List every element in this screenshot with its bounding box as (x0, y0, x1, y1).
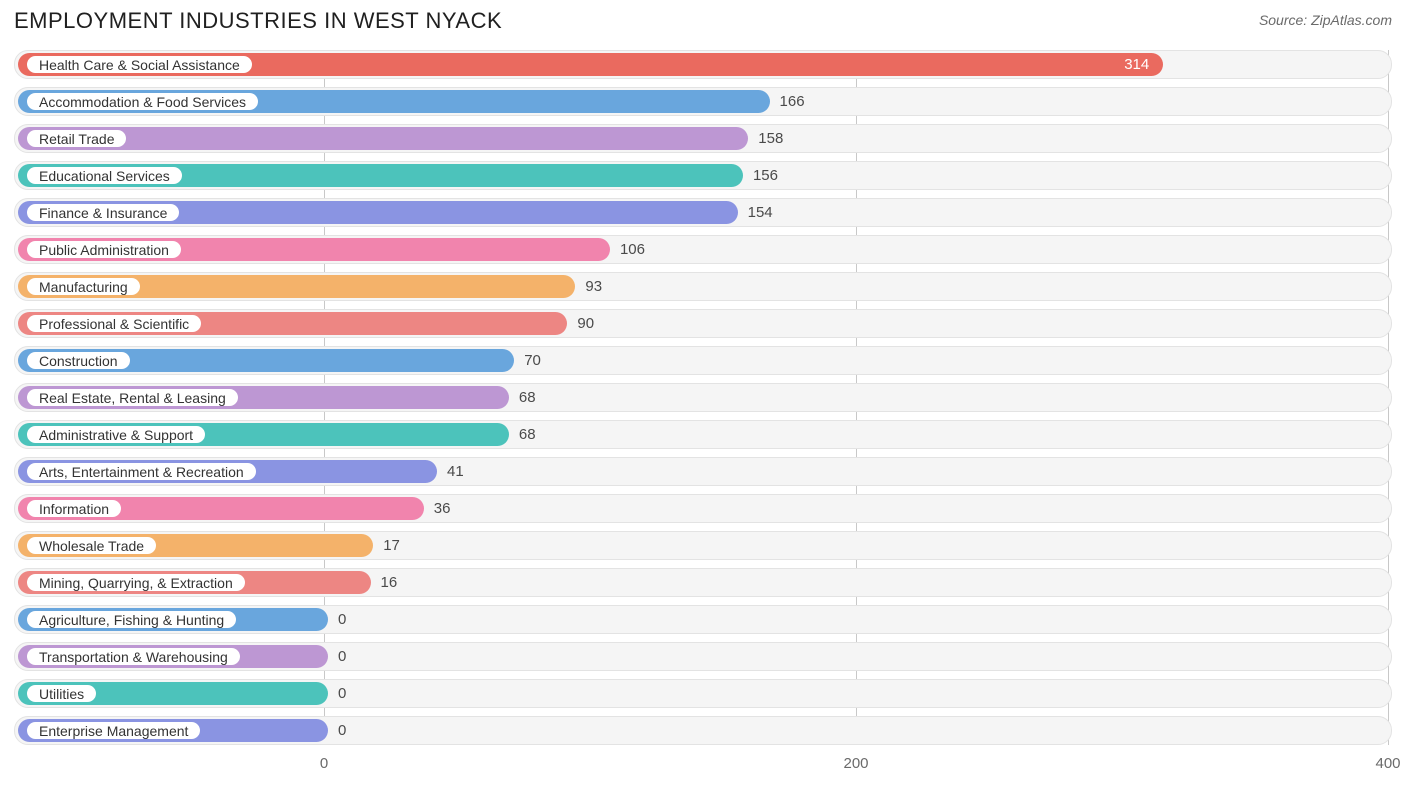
category-pill: Arts, Entertainment & Recreation (26, 462, 257, 481)
chart-row: Construction 70 (14, 346, 1392, 375)
value-label: 154 (748, 199, 773, 226)
chart-row: Professional & Scientific 90 (14, 309, 1392, 338)
chart-row: Public Administration 106 (14, 235, 1392, 264)
x-axis: 0200400 (14, 753, 1392, 771)
value-label: 16 (381, 569, 398, 596)
category-pill: Administrative & Support (26, 425, 206, 444)
plot-region: Health Care & Social Assistance 314 Accomm… (14, 50, 1392, 745)
chart-row: Mining, Quarrying, & Extraction 16 (14, 568, 1392, 597)
source-prefix: Source: (1259, 12, 1311, 28)
chart-row: Arts, Entertainment & Recreation 41 (14, 457, 1392, 486)
value-label: 0 (338, 680, 346, 707)
value-label: 0 (338, 606, 346, 633)
value-label: 314 (1124, 51, 1149, 78)
chart-area: Health Care & Social Assistance 314 Accomm… (14, 50, 1392, 771)
chart-row: Retail Trade 158 (14, 124, 1392, 153)
chart-row: Administrative & Support 68 (14, 420, 1392, 449)
value-label: 156 (753, 162, 778, 189)
chart-row: Accommodation & Food Services 166 (14, 87, 1392, 116)
category-pill: Mining, Quarrying, & Extraction (26, 573, 246, 592)
category-pill: Wholesale Trade (26, 536, 157, 555)
category-pill: Agriculture, Fishing & Hunting (26, 610, 237, 629)
chart-row: Wholesale Trade 17 (14, 531, 1392, 560)
category-pill: Utilities (26, 684, 97, 703)
category-pill: Professional & Scientific (26, 314, 202, 333)
chart-row: Agriculture, Fishing & Hunting 0 (14, 605, 1392, 634)
value-label: 158 (758, 125, 783, 152)
source-name: ZipAtlas.com (1311, 12, 1392, 28)
category-pill: Public Administration (26, 240, 182, 259)
category-pill: Accommodation & Food Services (26, 92, 259, 111)
value-label: 41 (447, 458, 464, 485)
x-tick: 400 (1375, 755, 1400, 772)
category-pill: Construction (26, 351, 131, 370)
category-pill: Transportation & Warehousing (26, 647, 241, 666)
category-pill: Real Estate, Rental & Leasing (26, 388, 239, 407)
chart-row: Information 36 (14, 494, 1392, 523)
value-label: 68 (519, 384, 536, 411)
value-label: 0 (338, 717, 346, 744)
value-label: 0 (338, 643, 346, 670)
chart-row: Manufacturing 93 (14, 272, 1392, 301)
value-label: 93 (585, 273, 602, 300)
chart-row: Transportation & Warehousing 0 (14, 642, 1392, 671)
category-pill: Health Care & Social Assistance (26, 55, 253, 74)
value-label: 36 (434, 495, 451, 522)
value-label: 68 (519, 421, 536, 448)
category-pill: Retail Trade (26, 129, 127, 148)
value-label: 90 (577, 310, 594, 337)
value-label: 70 (524, 347, 541, 374)
chart-row: Utilities 0 (14, 679, 1392, 708)
chart-row: Enterprise Management 0 (14, 716, 1392, 745)
category-pill: Manufacturing (26, 277, 141, 296)
chart-source: Source: ZipAtlas.com (1259, 8, 1392, 28)
category-pill: Information (26, 499, 122, 518)
x-tick: 200 (843, 755, 868, 772)
chart-row: Real Estate, Rental & Leasing 68 (14, 383, 1392, 412)
chart-row: Finance & Insurance 154 (14, 198, 1392, 227)
bar (18, 127, 748, 150)
category-pill: Finance & Insurance (26, 203, 180, 222)
category-pill: Educational Services (26, 166, 183, 185)
category-pill: Enterprise Management (26, 721, 201, 740)
value-label: 166 (780, 88, 805, 115)
chart-row: Educational Services 156 (14, 161, 1392, 190)
chart-title: EMPLOYMENT INDUSTRIES IN WEST NYACK (14, 8, 502, 34)
x-tick: 0 (320, 755, 328, 772)
value-label: 106 (620, 236, 645, 263)
value-label: 17 (383, 532, 400, 559)
chart-header: EMPLOYMENT INDUSTRIES IN WEST NYACK Sour… (14, 8, 1392, 34)
chart-row: Health Care & Social Assistance 314 (14, 50, 1392, 79)
